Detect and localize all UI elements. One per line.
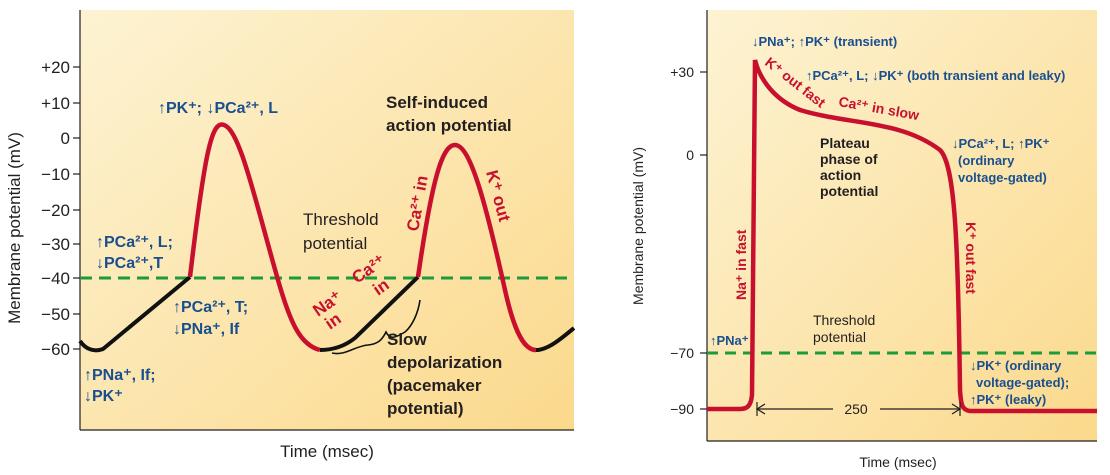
left-panel: +20 +10 0 −10 −20 −30 −40 −50 −60 Membra… [5, 10, 576, 461]
right-perm-na: ↑PNa⁺ [710, 333, 749, 348]
slow-depol-label: potential) [387, 399, 464, 418]
perm-label-mid: ↓PNa⁺, If [173, 321, 240, 338]
duration-label: 250 [844, 401, 868, 417]
plateau-label: action [820, 167, 861, 183]
right-perm-bottom: ↑PK⁺ (leaky) [970, 392, 1046, 407]
right-perm-top: ↓PNa⁺; ↑PK⁺ (transient) [752, 34, 897, 49]
self-induced-label: Self-induced [386, 93, 488, 112]
left-y-tick-label: −40 [41, 269, 70, 288]
right-perm-right: (ordinary [958, 153, 1015, 168]
left-pacemaker-trace-2 [319, 275, 420, 352]
right-k-out-fast-right-label: K⁺ out fast [963, 222, 979, 294]
perm-label-bottom: ↑PNa⁺, If; [84, 367, 156, 384]
right-perm-right: ↓PCa²⁺, L; ↑PK⁺ [952, 136, 1050, 151]
plateau-label: phase of [820, 151, 878, 167]
right-y-ticks [700, 71, 707, 410]
right-y-tick-label: +30 [670, 64, 694, 80]
slow-depol-label: depolarization [387, 353, 502, 372]
left-x-axis-label: Time (msec) [280, 442, 374, 461]
right-y-tick-label: 0 [686, 147, 694, 163]
right-perm-bottom: ↓PK⁺ (ordinary [970, 358, 1062, 373]
left-y-tick-label: +20 [41, 58, 70, 77]
right-perm-bottom: voltage-gated); [976, 375, 1069, 390]
right-perm-second: ↑PCa²⁺, L; ↓PK⁺ (both transient and leak… [806, 68, 1065, 83]
left-y-tick-label: −10 [41, 165, 70, 184]
right-na-in-fast-label: Na⁺ in fast [733, 229, 749, 300]
left-y-tick-label: −60 [41, 340, 70, 359]
left-pacemaker-trace-1 [78, 275, 192, 353]
duration-bracket [755, 402, 962, 416]
left-action-potential-2 [415, 142, 537, 353]
left-y-tick-label: −50 [41, 305, 70, 324]
left-threshold-label: potential [303, 234, 367, 253]
left-y-tick-label: +10 [41, 94, 70, 113]
slow-depol-label: (pacemaker [387, 376, 482, 395]
right-threshold-label: Threshold [813, 312, 875, 328]
slow-depol-label: Slow [387, 330, 427, 349]
plateau-label: Plateau [820, 135, 870, 151]
plateau-label: potential [820, 183, 878, 199]
right-x-axis-label: Time (msec) [859, 454, 936, 470]
perm-label-upper-left: ↓PCa²⁺,T [96, 255, 163, 272]
perm-label-mid: ↑PCa²⁺, T; [173, 299, 248, 316]
left-pacemaker-trace-3 [535, 326, 576, 352]
left-y-tick-label: 0 [61, 129, 70, 148]
right-ventricular-action-potential [707, 59, 1097, 414]
left-threshold-label: Threshold [303, 210, 379, 229]
left-y-ticks [73, 66, 80, 350]
perm-label-top: ↑PK⁺; ↓PCa²⁺, L [158, 100, 278, 117]
right-panel: +30 0 −70 −90 Membrane potential (mV) Ti… [630, 10, 1097, 470]
left-action-potential-1 [187, 122, 321, 353]
right-plot-background [707, 10, 1097, 441]
self-induced-label: action potential [386, 116, 512, 135]
right-perm-right: voltage-gated) [958, 170, 1047, 185]
left-y-axis-label: Membrane potential (mV) [5, 132, 24, 324]
left-plot-background [80, 10, 574, 430]
right-threshold-label: potential [813, 329, 866, 345]
right-y-axis-label: Membrane potential (mV) [630, 147, 646, 305]
right-y-tick-label: −90 [670, 401, 694, 417]
left-y-tick-label: −30 [41, 235, 70, 254]
perm-label-bottom: ↓PK⁺ [84, 388, 123, 405]
right-y-tick-label: −70 [670, 345, 694, 361]
perm-label-upper-left: ↑PCa²⁺, L; [96, 234, 173, 251]
slow-depolarization-brace [331, 299, 421, 355]
left-y-tick-label: −20 [41, 201, 70, 220]
